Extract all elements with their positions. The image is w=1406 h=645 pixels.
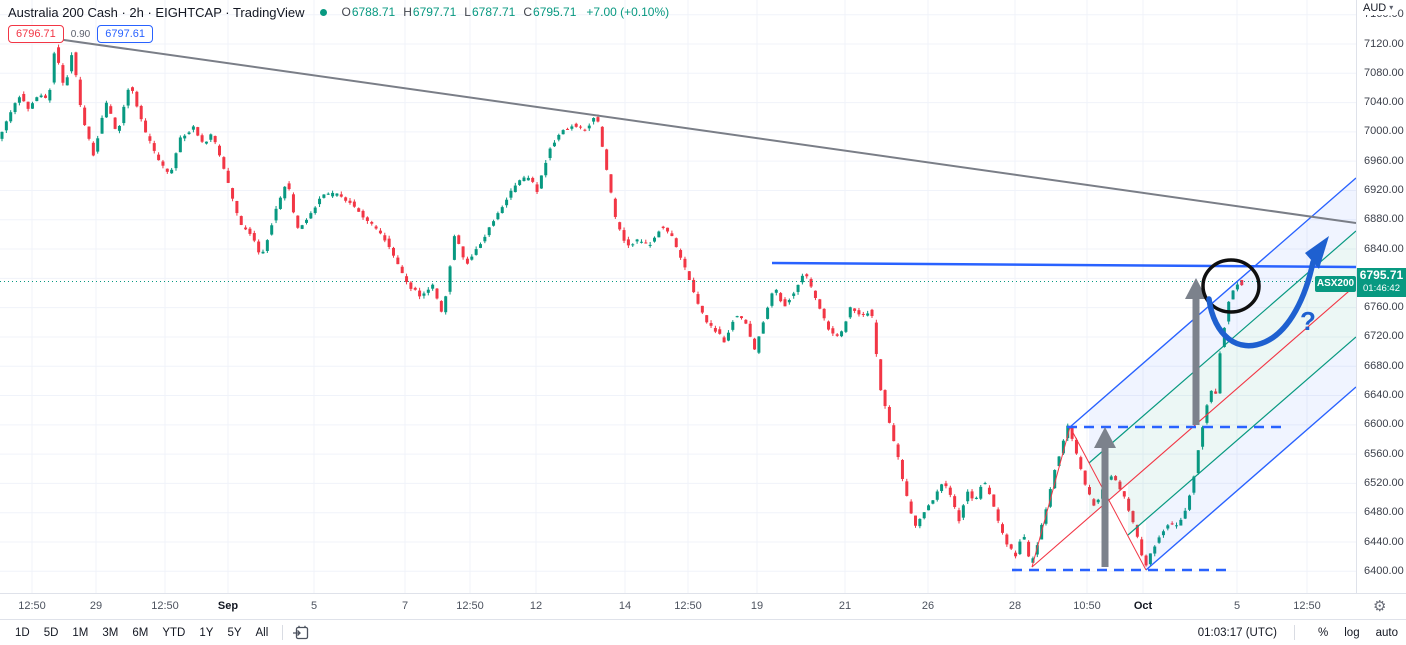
range-button-3m[interactable]: 3M xyxy=(102,626,119,639)
open-label: O xyxy=(341,5,351,19)
time-tick-label: 5 xyxy=(1233,600,1241,612)
chevron-down-icon: ▾ xyxy=(1389,3,1394,12)
toolbar-divider xyxy=(1294,625,1296,640)
range-button-5y[interactable]: 5Y xyxy=(227,626,242,639)
time-axis[interactable]: ⚙ 12:50 29 12:50 Sep 5 7 12:50 12 14 12:50 19 21 26 2… xyxy=(0,593,1406,619)
bottom-toolbar: 1D 5D 1M 3M 6M YTD 1Y 5Y All 01:03:17 (UTC) % lo… xyxy=(0,619,1406,645)
time-tick-label: 12:50 xyxy=(674,600,702,612)
low-value: 6787.71 xyxy=(471,5,516,19)
time-tick-label: Sep xyxy=(217,600,239,612)
time-tick-label: 12:50 xyxy=(456,600,484,612)
time-tick-label: 7 xyxy=(401,600,409,612)
time-tick-label: 28 xyxy=(1008,600,1022,612)
change-value: +7.00 (+0.10%) xyxy=(586,5,670,19)
bid-ask-row: 6796.71 0.90 6797.61 xyxy=(8,25,669,43)
spread-value: 0.90 xyxy=(70,28,91,40)
price-tick-label: 6920.00 xyxy=(1364,183,1404,196)
price-tick-label: 6960.00 xyxy=(1364,154,1404,167)
time-tick-label: 29 xyxy=(89,600,103,612)
price-tick-label: 6520.00 xyxy=(1364,476,1404,489)
high-label: H xyxy=(403,5,412,19)
range-button-1d[interactable]: 1D xyxy=(15,626,30,639)
range-button-6m[interactable]: 6M xyxy=(132,626,149,639)
price-tick-label: 6600.00 xyxy=(1364,418,1404,431)
go-to-date-icon xyxy=(293,625,309,640)
symbol-price-label: ASX200 xyxy=(1315,276,1356,292)
price-tick-label: 7120.00 xyxy=(1364,37,1404,50)
high-value: 6797.71 xyxy=(412,5,457,19)
time-tick-label: 19 xyxy=(750,600,764,612)
auto-scale-button[interactable]: auto xyxy=(1375,626,1398,639)
range-button-5d[interactable]: 5D xyxy=(43,626,59,639)
time-tick-label: 14 xyxy=(618,600,632,612)
last-price-badge: 6795.71 01:46:42 xyxy=(1357,268,1406,297)
time-tick-label: 12:50 xyxy=(18,600,46,612)
time-tick-label: 10:50 xyxy=(1073,600,1101,612)
time-tick-label: 12 xyxy=(529,600,543,612)
range-button-1y[interactable]: 1Y xyxy=(199,626,214,639)
range-button-all[interactable]: All xyxy=(255,626,269,639)
price-tick-label: 6720.00 xyxy=(1364,330,1404,343)
time-tick-label: 12:50 xyxy=(1293,600,1321,612)
sell-button[interactable]: 6796.71 xyxy=(8,25,64,43)
range-buttons: 1D 5D 1M 3M 6M YTD 1Y 5Y All xyxy=(8,625,275,641)
percent-scale-button[interactable]: % xyxy=(1318,626,1329,639)
price-tick-label: 6480.00 xyxy=(1364,506,1404,519)
toolbar-divider xyxy=(282,625,284,640)
symbol-title[interactable]: Australia 200 Cash · 2h · EIGHTCAP · Tra… xyxy=(8,4,305,20)
svg-text:?: ? xyxy=(1300,306,1316,336)
close-value: 6795.71 xyxy=(533,5,577,19)
time-tick-label: 21 xyxy=(838,600,852,612)
price-tick-label: 6440.00 xyxy=(1364,535,1404,548)
price-tick-label: 6880.00 xyxy=(1364,213,1404,226)
go-to-date-button[interactable] xyxy=(292,625,309,640)
range-button-ytd[interactable]: YTD xyxy=(162,626,186,639)
clock-utc[interactable]: 01:03:17 (UTC) xyxy=(1197,626,1278,639)
price-tick-label: 7040.00 xyxy=(1364,96,1404,109)
price-tick-label: 6760.00 xyxy=(1364,301,1404,314)
price-tick-label: 6680.00 xyxy=(1364,359,1404,372)
chart-legend: Australia 200 Cash · 2h · EIGHTCAP · Tra… xyxy=(8,4,669,43)
price-tick-label: 6640.00 xyxy=(1364,389,1404,402)
time-tick-label: 26 xyxy=(921,600,935,612)
last-price-value: 6795.71 xyxy=(1359,268,1404,282)
currency-label: AUD xyxy=(1363,1,1387,14)
ohlc-values: O 6788.71 H 6797.71 L 6787.71 C 6795.71 +7.0… xyxy=(341,5,669,19)
currency-selector[interactable]: AUD ▾ xyxy=(1363,0,1398,15)
buy-button[interactable]: 6797.61 xyxy=(97,25,153,43)
time-tick-label: 5 xyxy=(310,600,318,612)
range-button-1m[interactable]: 1M xyxy=(72,626,89,639)
price-tick-label: 6840.00 xyxy=(1364,242,1404,255)
candlestick-chart[interactable]: ? xyxy=(0,0,1356,593)
low-label: L xyxy=(464,5,471,19)
close-label: C xyxy=(523,5,533,19)
price-tick-label: 7080.00 xyxy=(1364,66,1404,79)
gear-icon[interactable]: ⚙ xyxy=(1373,598,1387,615)
toolbar-right-group: 01:03:17 (UTC) % log auto xyxy=(1198,625,1398,640)
log-scale-button[interactable]: log xyxy=(1344,626,1360,639)
price-tick-label: 7000.00 xyxy=(1364,125,1404,138)
open-value: 6788.71 xyxy=(351,5,396,19)
bar-countdown: 01:46:42 xyxy=(1363,283,1400,294)
price-tick-label: 6400.00 xyxy=(1364,564,1404,577)
time-tick-label: Oct xyxy=(1133,600,1153,612)
time-tick-label: 12:50 xyxy=(151,600,179,612)
market-status-icon xyxy=(320,8,328,16)
price-tick-label: 6560.00 xyxy=(1364,447,1404,460)
